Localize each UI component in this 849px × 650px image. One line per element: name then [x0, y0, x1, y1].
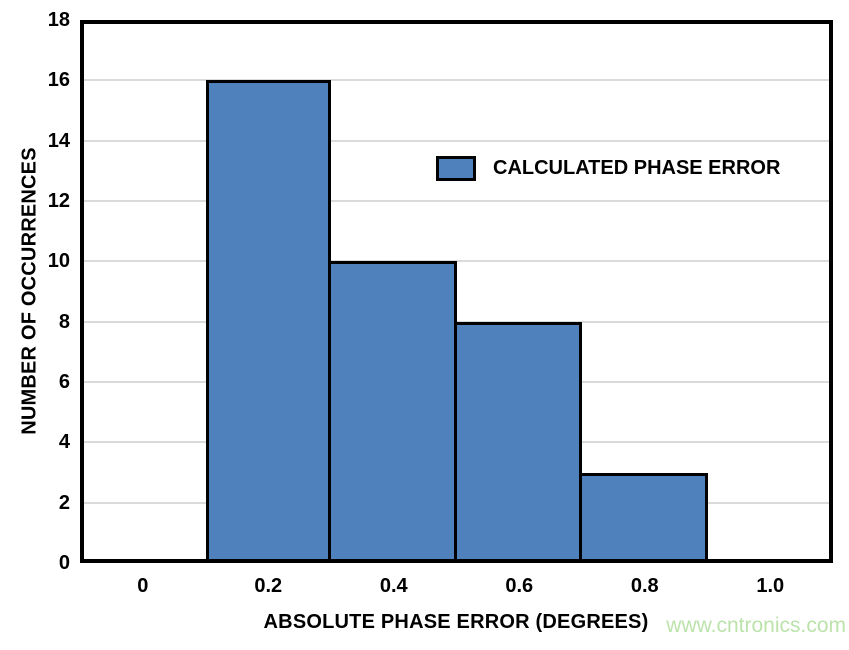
plot-area: CALCULATED PHASE ERROR	[80, 20, 833, 563]
x-axis-title: ABSOLUTE PHASE ERROR (DEGREES)	[263, 611, 649, 633]
gridline	[80, 139, 833, 142]
x-tick-label: 0.2	[254, 575, 283, 597]
gridline	[80, 79, 833, 82]
histogram-bar	[453, 321, 582, 563]
y-tick-label: 6	[58, 371, 70, 393]
y-tick-label: 2	[58, 491, 70, 514]
bars-layer	[80, 20, 833, 563]
y-tick-label: 4	[58, 431, 70, 454]
y-tick-label: 16	[47, 69, 70, 92]
gridline	[80, 260, 833, 263]
legend-label: CALCULATED PHASE ERROR	[493, 157, 781, 179]
histogram-bar	[205, 80, 331, 563]
y-tick-label: 14	[47, 129, 70, 152]
watermark: www.cntronics.com	[666, 614, 846, 637]
x-tick-label: 0	[137, 575, 149, 597]
y-tick-label: 12	[47, 190, 70, 212]
gridline	[80, 320, 833, 323]
histogram-bar	[579, 472, 708, 563]
x-tick-label: 0.6	[505, 575, 534, 597]
x-tick-label: 0.8	[630, 575, 659, 597]
gridline	[80, 200, 833, 202]
histogram-bar	[328, 261, 457, 563]
legend: CALCULATED PHASE ERROR	[436, 156, 780, 181]
y-tick-label: 18	[47, 9, 70, 31]
y-tick-label: 10	[47, 250, 70, 273]
y-tick-label: 8	[58, 310, 70, 333]
y-tick-label: 0	[58, 552, 70, 574]
x-tick-label: 1.0	[756, 575, 785, 597]
legend-color-swatch	[436, 156, 476, 181]
x-tick-label: 0.4	[379, 575, 408, 597]
